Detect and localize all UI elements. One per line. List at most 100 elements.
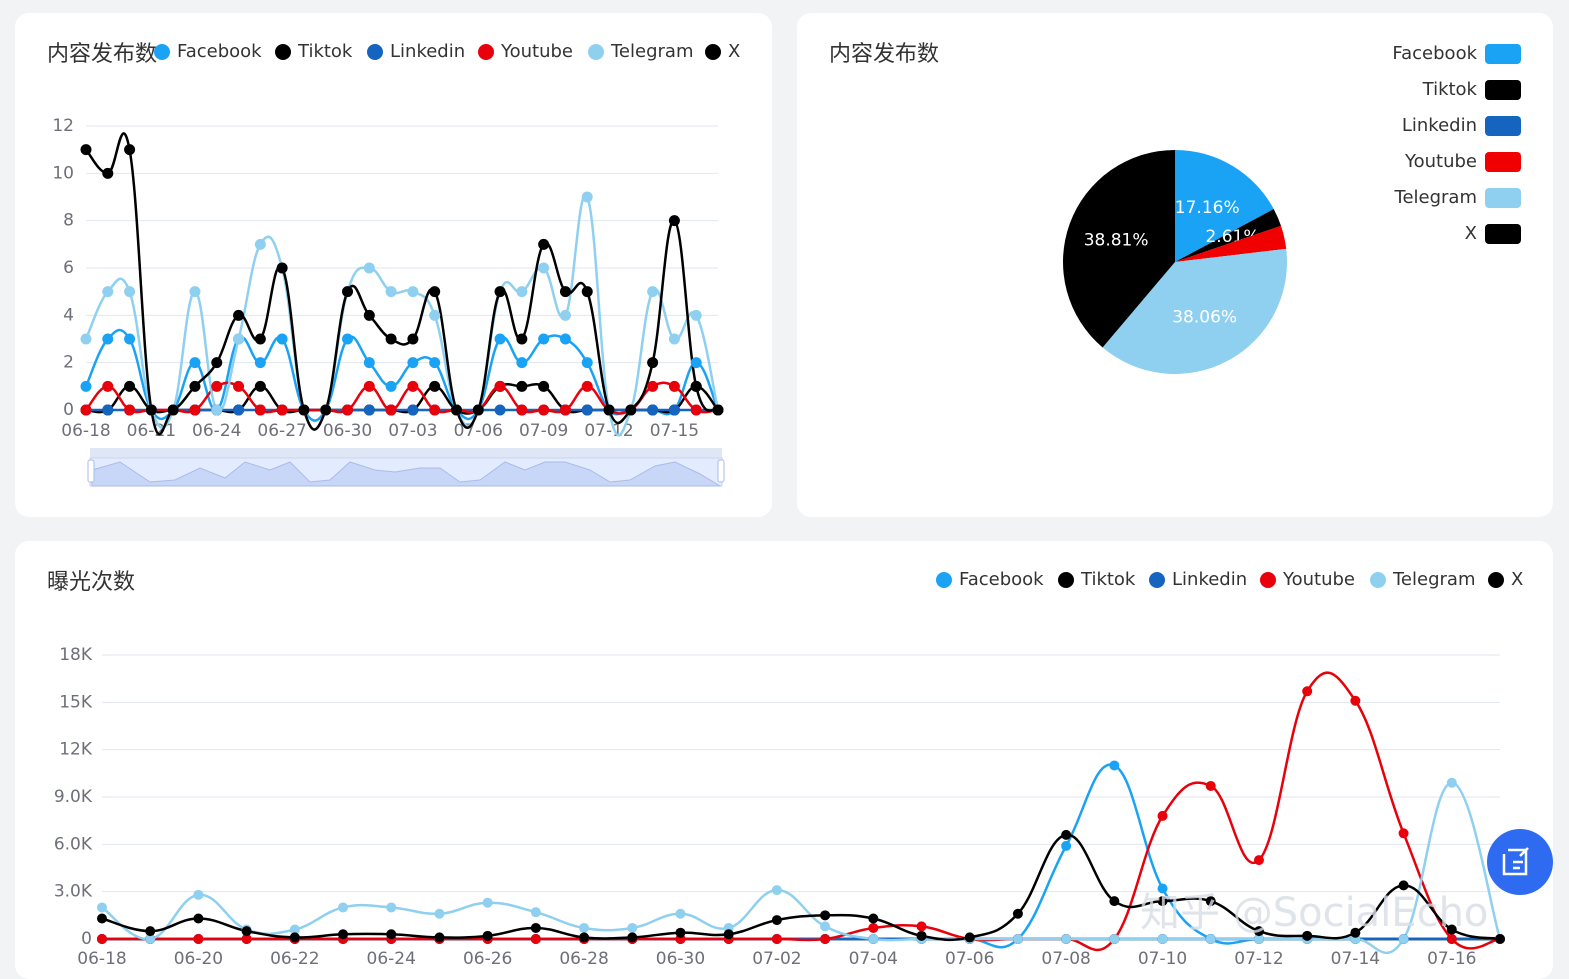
x-tick-label: 07-09 <box>519 421 568 441</box>
data-point <box>276 404 288 416</box>
legend-label: X <box>1511 569 1523 590</box>
data-point <box>1109 896 1120 907</box>
data-point <box>167 404 179 416</box>
data-point <box>385 380 397 392</box>
data-point <box>1253 926 1264 937</box>
data-point <box>407 380 419 392</box>
data-point <box>538 333 550 345</box>
data-point <box>124 333 136 345</box>
data-point <box>298 404 310 416</box>
data-point <box>233 380 245 392</box>
zoom-handle-bar[interactable] <box>90 448 722 458</box>
legend-label: Facebook <box>177 41 262 62</box>
data-point <box>482 930 493 941</box>
data-point <box>363 309 375 321</box>
data-point <box>241 934 252 944</box>
legend-label: Facebook <box>959 569 1044 590</box>
data-point <box>386 902 397 913</box>
data-point <box>342 286 354 298</box>
watermark: 知乎 @SocialEcho <box>1140 890 1488 936</box>
data-point <box>407 404 419 416</box>
data-point <box>80 404 92 416</box>
x-tick-label: 06-26 <box>463 949 512 969</box>
data-point <box>189 286 201 298</box>
x-tick-label: 06-18 <box>77 949 126 969</box>
x-tick-label: 07-06 <box>454 421 503 441</box>
legend-label: Telegram <box>1392 569 1475 590</box>
x-tick-label: 07-02 <box>752 949 801 969</box>
data-point <box>1109 760 1120 771</box>
y-tick-label: 0 <box>63 400 74 420</box>
data-point <box>1157 896 1168 907</box>
y-tick-label: 0 <box>81 929 92 949</box>
legend-marker <box>1485 44 1521 64</box>
data-point <box>407 357 419 369</box>
data-point <box>102 404 114 416</box>
zoom-handle[interactable] <box>717 459 725 483</box>
y-tick-label: 15K <box>59 692 93 712</box>
data-point <box>233 309 245 321</box>
data-point <box>516 380 528 392</box>
panel <box>15 541 1553 979</box>
data-point <box>472 404 484 416</box>
zoom-handle[interactable] <box>87 459 95 483</box>
x-tick-label: 06-27 <box>257 421 306 441</box>
data-point <box>429 404 441 416</box>
data-point <box>538 380 550 392</box>
y-tick-label: 3.0K <box>54 882 93 902</box>
data-point <box>538 262 550 274</box>
data-point <box>494 380 506 392</box>
data-zoom[interactable] <box>87 448 725 487</box>
legend-label: Youtube <box>1404 151 1477 172</box>
data-point <box>771 934 782 944</box>
data-point <box>530 922 541 933</box>
legend-label: Tiktok <box>297 41 353 62</box>
data-point <box>102 286 114 298</box>
data-point <box>494 333 506 345</box>
x-tick-label: 07-12 <box>1234 949 1283 969</box>
data-point <box>254 404 266 416</box>
data-point <box>516 404 528 416</box>
legend-marker <box>1485 116 1521 136</box>
data-point <box>193 934 204 944</box>
legend-label: Telegram <box>610 41 693 62</box>
data-point <box>647 380 659 392</box>
x-tick-label: 06-24 <box>192 421 241 441</box>
data-point <box>193 889 204 900</box>
panel <box>15 13 772 517</box>
legend-marker <box>367 44 383 60</box>
edit-button[interactable] <box>1487 829 1553 895</box>
data-point <box>1157 883 1168 894</box>
pie-slice <box>1175 209 1282 262</box>
data-point <box>1061 840 1072 851</box>
data-point <box>964 932 975 943</box>
data-point <box>1302 686 1313 697</box>
data-point <box>690 404 702 416</box>
chart-title: 内容发布数 <box>47 42 157 67</box>
data-point <box>429 309 441 321</box>
data-point <box>530 907 541 918</box>
data-point <box>625 404 637 416</box>
data-point <box>559 286 571 298</box>
data-point <box>338 929 349 940</box>
pie-slice <box>1175 150 1274 262</box>
y-tick-label: 12K <box>59 740 93 760</box>
x-tick-label: 07-12 <box>584 421 633 441</box>
data-point <box>1302 930 1313 941</box>
data-point <box>647 404 659 416</box>
legend-marker <box>588 44 604 60</box>
data-point <box>363 380 375 392</box>
data-point <box>820 910 831 921</box>
x-tick-label: 06-30 <box>656 949 705 969</box>
data-point <box>363 404 375 416</box>
data-point <box>385 404 397 416</box>
data-point <box>1398 828 1409 839</box>
data-point <box>1398 880 1409 891</box>
legend-label: Tiktok <box>1080 569 1136 590</box>
legend-marker <box>154 44 170 60</box>
x-tick-label: 06-24 <box>367 949 416 969</box>
data-point <box>690 357 702 369</box>
data-point <box>668 215 680 227</box>
x-tick-label: 07-03 <box>388 421 437 441</box>
